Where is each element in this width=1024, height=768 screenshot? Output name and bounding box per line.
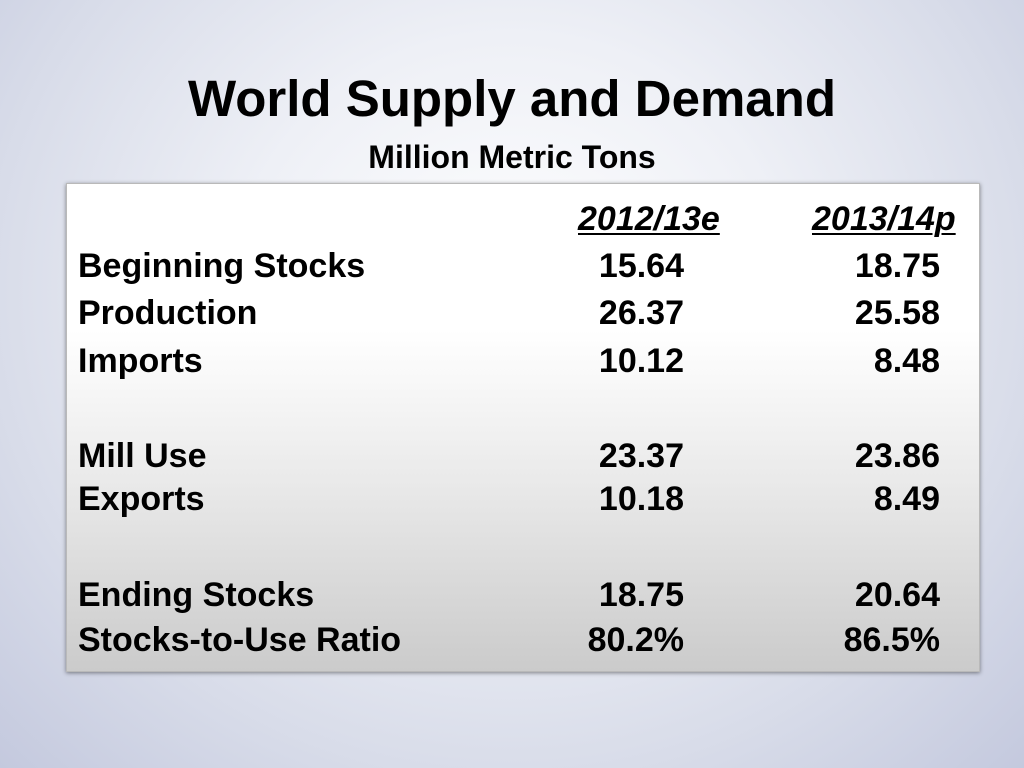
column-header-2013-14p: 2013/14p xyxy=(812,200,956,238)
row-label-ending-stocks: Ending Stocks xyxy=(78,576,315,614)
cell-production-2012-13e: 26.37 xyxy=(598,294,684,332)
cell-production-2013-14p: 25.58 xyxy=(854,294,940,332)
cell-beginning-stocks-2013-14p: 18.75 xyxy=(854,247,940,285)
cell-exports-2012-13e: 10.18 xyxy=(598,480,684,518)
cell-imports-2012-13e: 10.12 xyxy=(598,342,684,380)
cell-mill-use-2013-14p: 23.86 xyxy=(854,437,940,475)
cell-ending-stocks-2013-14p: 20.64 xyxy=(854,576,940,614)
cell-imports-2013-14p: 8.48 xyxy=(873,342,940,380)
row-label-exports: Exports xyxy=(78,480,205,518)
supply-demand-table: 2012/13e 2013/14p Beginning Stocks 15.64… xyxy=(66,183,980,672)
slide-title: World Supply and Demand xyxy=(188,70,836,127)
cell-mill-use-2012-13e: 23.37 xyxy=(598,437,684,475)
cell-beginning-stocks-2012-13e: 15.64 xyxy=(598,247,684,285)
cell-ending-stocks-2012-13e: 18.75 xyxy=(598,576,684,614)
row-label-production: Production xyxy=(78,294,258,332)
cell-stocks-to-use-ratio-2012-13e: 80.2% xyxy=(587,621,684,659)
column-header-2012-13e: 2012/13e xyxy=(578,200,720,238)
row-label-imports: Imports xyxy=(78,342,203,380)
row-label-stocks-to-use-ratio: Stocks-to-Use Ratio xyxy=(78,621,402,659)
slide-subtitle: Million Metric Tons xyxy=(368,139,656,175)
row-label-mill-use: Mill Use xyxy=(78,437,207,475)
row-label-beginning-stocks: Beginning Stocks xyxy=(78,247,366,285)
cell-stocks-to-use-ratio-2013-14p: 86.5% xyxy=(843,621,940,659)
cell-exports-2013-14p: 8.49 xyxy=(873,480,940,518)
